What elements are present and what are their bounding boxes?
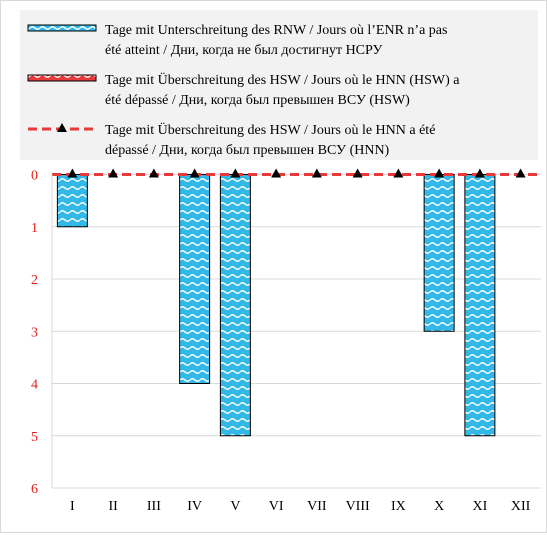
x-tick-label: III [147,499,161,514]
x-tick-label: VI [269,499,284,514]
hnn-marker-XI [474,168,485,178]
bar-rnw-I [56,174,88,228]
x-tick-label: I [70,499,75,514]
x-tick-label: II [108,499,118,514]
x-tick-label: VII [307,499,327,514]
hnn-marker-II [108,168,119,178]
legend-label: dépassé / Дни, когда был превышен ВСУ (H… [105,143,390,158]
legend-swatch [27,24,97,32]
x-tick-label: X [434,499,444,514]
bar-rnw-X [423,174,455,332]
legend-label: Tage mit Überschreitung des HSW / Jours … [105,71,460,88]
hsw-line-series [52,168,541,178]
hnn-marker-X [434,168,445,178]
bar-rnw-IV [179,174,211,384]
x-tick-label: IV [187,499,202,514]
x-tick-label: XII [511,499,531,514]
y-tick-label: 6 [31,482,38,497]
hnn-marker-IX [393,168,404,178]
legend-marker [57,123,67,132]
hnn-marker-IV [189,168,200,178]
legend-swatch [27,74,97,82]
x-tick-label: XI [472,499,487,514]
hnn-marker-III [148,168,159,178]
hnn-marker-V [230,168,241,178]
hnn-marker-XII [515,168,526,178]
x-tick-label: VIII [346,499,370,514]
y-tick-label: 2 [31,273,38,288]
y-tick-label: 4 [31,378,38,393]
y-tick-label: 3 [31,325,38,340]
bar-rnw-XI [464,174,496,437]
bar-rnw-V [219,174,251,437]
hnn-marker-VI [271,168,282,178]
legend-label: été atteint / Дни, когда не был достигну… [105,43,382,58]
hnn-marker-I [67,168,78,178]
hnn-marker-VII [311,168,322,178]
legend-label: Tage mit Unterschreitung des RNW / Jours… [105,23,447,38]
bars [56,174,496,437]
y-tick-label: 5 [31,430,38,445]
legend-label: été dépassé / Дни, когда был превышен ВС… [105,93,410,108]
legend: Tage mit Unterschreitung des RNW / Jours… [20,10,538,160]
legend-box [20,10,538,160]
y-tick-label: 0 [31,169,38,184]
x-tick-label: V [230,499,240,514]
legend-label: Tage mit Überschreitung des HSW / Jours … [105,121,435,138]
hnn-marker-VIII [352,168,363,178]
y-tick-label: 1 [31,221,38,236]
x-tick-label: IX [391,499,406,514]
